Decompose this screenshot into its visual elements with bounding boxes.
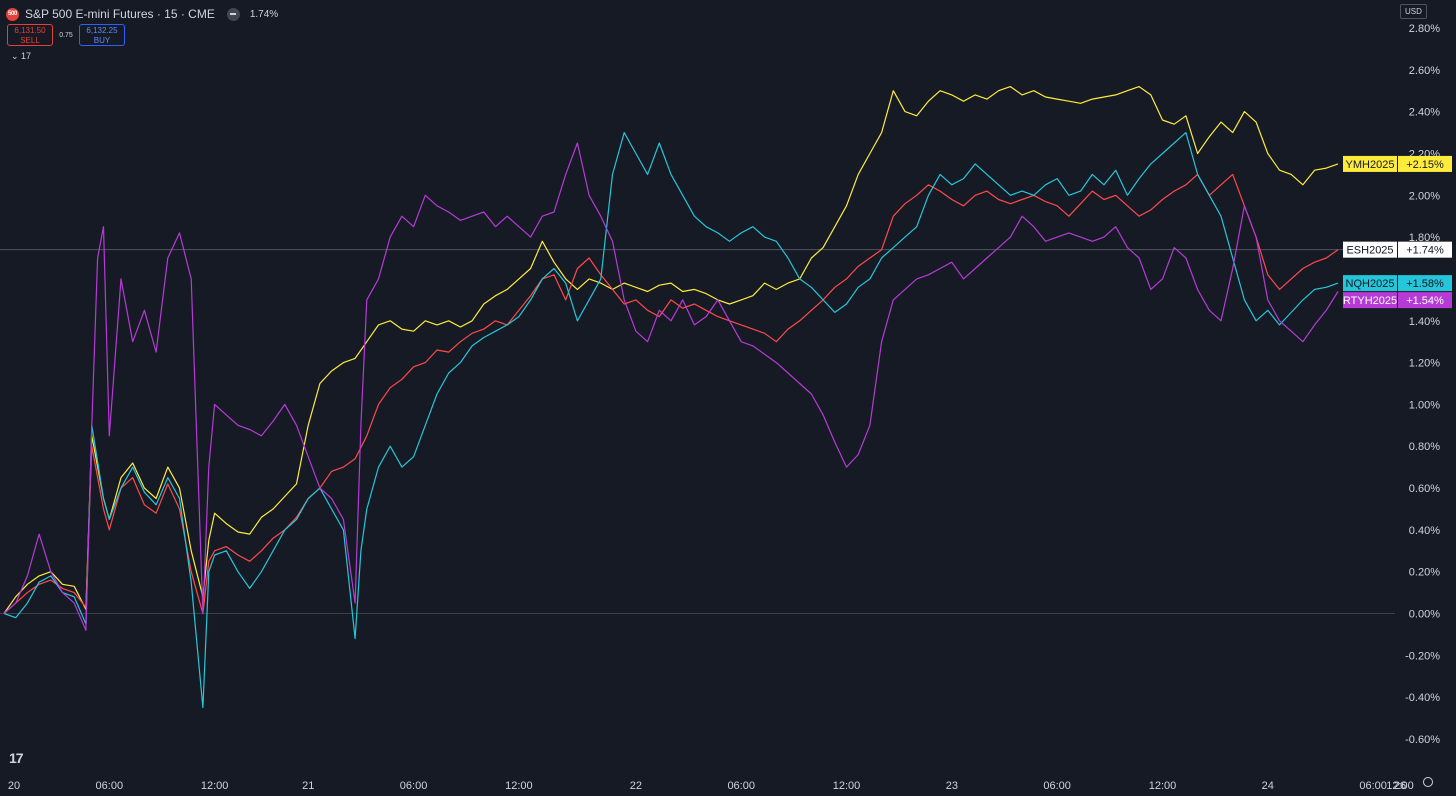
x-tick-label: 24 [1262, 780, 1274, 792]
x-tick-label: 22 [630, 780, 642, 792]
x-tick-label: 06:00 [400, 780, 428, 792]
x-tick-label: 23 [946, 780, 958, 792]
spread-value: 0.75 [59, 31, 73, 39]
settings-icon[interactable] [1423, 777, 1433, 787]
series-lines [3, 86, 1339, 709]
x-tick-label: 20 [8, 780, 20, 792]
x-tick-label: 26 [1394, 780, 1406, 792]
currency-selector[interactable]: USD [1400, 4, 1427, 19]
x-axis[interactable]: 20 06:00 12:00 21 06:00 12:00 22 06:00 12:00 23 06… [8, 780, 1414, 792]
series-labels: YMH2025 +2.15% ESH2025 +1.74% NQH2025 +1.58% R… [1343, 155, 1452, 309]
series-name-tag [1343, 241, 1397, 258]
y-tick-label: 2.80% [1409, 23, 1440, 35]
series-name-tag [1343, 275, 1397, 292]
y-tick-label: 0.00% [1409, 609, 1440, 621]
y-tick-label: 2.60% [1409, 65, 1440, 77]
series-value-label: +1.74% [1406, 245, 1444, 257]
series-value-tag [1398, 292, 1452, 309]
series-name-label: ESH2025 [1346, 245, 1393, 257]
x-tick-label: 06:00 [1359, 780, 1387, 792]
indicator-toggle[interactable]: ⌄ 17 [7, 50, 35, 63]
series-value-tag [1398, 241, 1452, 258]
tradingview-logo-icon: 17 [9, 750, 24, 766]
series-line-RTYH2025[interactable] [3, 142, 1339, 631]
symbol-header: 500 S&P 500 E-mini Futures · 15 · CME 1.… [6, 6, 278, 22]
x-tick-label: 06:00 [96, 780, 124, 792]
buy-button[interactable]: 6,132.25 BUY [79, 24, 125, 46]
y-tick-label: 0.80% [1409, 441, 1440, 453]
x-tick-label: 12:00 [1386, 780, 1414, 792]
symbol-title[interactable]: S&P 500 E-mini Futures · 15 · CME [25, 7, 215, 21]
series-value-label: +2.15% [1406, 159, 1444, 171]
y-tick-label: 1.00% [1409, 399, 1440, 411]
x-tick-label: 12:00 [1149, 780, 1177, 792]
y-tick-label: 1.80% [1409, 232, 1440, 244]
series-line-YMH2025[interactable] [3, 86, 1339, 614]
series-name-label: RTYH2025 [1343, 295, 1397, 307]
y-tick-label: 1.20% [1409, 358, 1440, 370]
indicator-count: 17 [21, 51, 32, 61]
y-tick-label: -0.40% [1405, 692, 1440, 704]
hide-series-icon[interactable] [226, 7, 240, 21]
x-tick-label: 12:00 [505, 780, 533, 792]
y-tick-label: -0.20% [1405, 650, 1440, 662]
x-tick-label: 06:00 [727, 780, 755, 792]
series-value-tag [1398, 155, 1452, 172]
y-tick-label: 0.40% [1409, 525, 1440, 537]
series-value-tag [1398, 275, 1452, 292]
x-tick-label: 06:00 [1043, 780, 1071, 792]
buy-label: BUY [93, 36, 111, 45]
sell-label: SELL [20, 36, 40, 45]
y-axis[interactable]: 2.80%2.60%2.40%2.20%2.00%1.80%1.60%1.40%… [1405, 23, 1440, 746]
buy-price: 6,132.25 [86, 26, 118, 35]
series-name-tag [1343, 155, 1397, 172]
sp500-logo-icon: 500 [6, 7, 19, 21]
x-tick-label: 21 [302, 780, 314, 792]
y-tick-label: 1.40% [1409, 316, 1440, 328]
series-value-label: +1.58% [1406, 278, 1444, 290]
series-line-ESH2025[interactable] [3, 173, 1339, 615]
x-tick-label: 12:00 [833, 780, 861, 792]
trade-panel: 6,131.50 SELL 0.75 6,132.25 BUY [7, 24, 125, 46]
symbol-change: 1.74% [249, 8, 279, 20]
series-name-label: YMH2025 [1346, 159, 1395, 171]
x-tick-label: 12:00 [201, 780, 229, 792]
series-value-label: +1.54% [1406, 295, 1444, 307]
y-tick-label: 0.60% [1409, 483, 1440, 495]
series-line-NQH2025[interactable] [3, 132, 1339, 709]
y-tick-label: -0.60% [1405, 734, 1440, 746]
y-tick-label: 2.00% [1409, 190, 1440, 202]
series-name-label: NQH2025 [1346, 278, 1395, 290]
chevron-down-icon: ⌄ [11, 51, 22, 61]
series-name-tag [1343, 292, 1397, 309]
sell-button[interactable]: 6,131.50 SELL [7, 24, 53, 46]
y-tick-label: 2.40% [1409, 107, 1440, 119]
y-tick-label: 0.20% [1409, 567, 1440, 579]
sell-price: 6,131.50 [14, 26, 46, 35]
